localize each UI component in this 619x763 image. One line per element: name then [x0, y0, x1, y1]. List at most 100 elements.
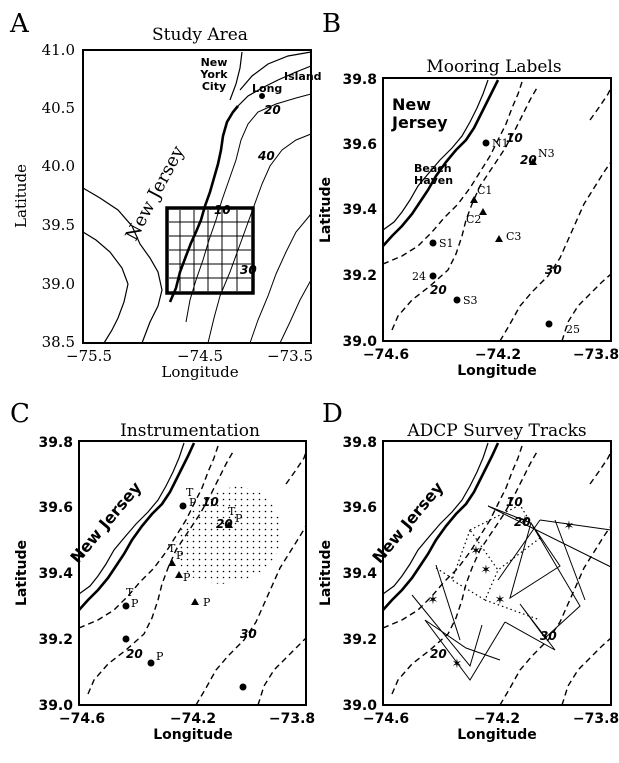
- panel-c-ylabel: Latitude: [14, 540, 30, 606]
- panel-b-letter: B: [322, 9, 341, 39]
- panel-d-contour-deep: [561, 637, 612, 706]
- panel-c-x-ticks: −74.6 −74.2 −73.8: [59, 711, 315, 727]
- track-solid: [424, 505, 612, 681]
- panel-b-x-ticks: −74.6 −74.2 −73.8: [363, 347, 619, 363]
- panel-c-xlabel: Longitude: [153, 727, 233, 743]
- mooring-24-marker: [429, 272, 437, 280]
- instrument-marker: [225, 521, 233, 528]
- mooring-n1-marker: [482, 139, 490, 147]
- instrument-marker: [122, 602, 130, 610]
- panel-d-stations: ✶ ✶ ✶ ✶ ✶ ✶ ✶: [428, 514, 575, 672]
- panel-c-title: Instrumentation: [120, 421, 260, 441]
- contour-label: 10: [506, 131, 523, 145]
- y-tick: 39.8: [38, 435, 73, 451]
- y-tick: 39.8: [342, 435, 377, 451]
- panel-d-coastline: [382, 442, 500, 611]
- panel-d-survey-tracks: [411, 504, 612, 681]
- panel-c-frame: [78, 440, 307, 706]
- panel-b-coastline: [382, 79, 500, 247]
- instrument-p-label: P: [189, 496, 197, 509]
- x-tick: −73.8: [573, 711, 619, 727]
- panel-c-contour-20: [87, 449, 235, 695]
- instrument-p-label: P: [235, 512, 243, 525]
- mooring-label: S1: [439, 237, 454, 250]
- panel-b-contour-30: [499, 161, 612, 342]
- nyc-marker: [259, 93, 265, 99]
- x-tick: −75.5: [66, 347, 112, 365]
- nyc-label: City: [202, 80, 226, 93]
- y-tick: 39.6: [342, 500, 377, 516]
- mooring-25-marker: [545, 320, 553, 328]
- new-jersey-label: New: [392, 95, 431, 114]
- instrument-p-label: P: [131, 597, 139, 610]
- y-tick: 39.5: [42, 216, 75, 234]
- mooring-label: S3: [463, 294, 478, 307]
- panel-d-contour-20: [391, 449, 539, 695]
- y-tick: 39.2: [342, 632, 377, 648]
- y-tick: 39.4: [342, 202, 377, 218]
- mooring-label: N1: [492, 137, 509, 150]
- x-tick: −74.6: [363, 347, 409, 363]
- mooring-n3-marker: [529, 158, 537, 165]
- panel-d-frame: [382, 440, 612, 706]
- instrument-marker: [168, 559, 176, 566]
- new-jersey-label: New Jersey: [368, 478, 447, 567]
- panel-d-y-ticks: 39.8 39.6 39.4 39.2 39.0: [342, 435, 377, 714]
- panel-a-delaware-bay: [82, 187, 163, 344]
- y-tick: 39.0: [38, 698, 73, 714]
- mooring-label: N3: [538, 147, 555, 160]
- contour-label: 10: [202, 495, 219, 509]
- panel-a-delmarva: [82, 231, 129, 344]
- panel-a-contour-20: [185, 93, 312, 323]
- beach-haven-label: Haven: [414, 174, 453, 187]
- panel-d-contour-deep-2: [589, 451, 612, 485]
- panel-d-x-ticks: −74.6 −74.2 −73.8: [363, 711, 619, 727]
- study-box-outline: [165, 206, 255, 295]
- y-tick: 40.5: [42, 99, 75, 117]
- panel-b: B Mooring Labels 39.8 39.6 39.4 39.2 39.…: [318, 9, 619, 379]
- mooring-label: C1: [477, 184, 492, 197]
- mooring-label: 25: [566, 323, 580, 336]
- contour-label: 30: [540, 629, 557, 643]
- y-tick: 39.4: [38, 566, 73, 582]
- contour-label: 30: [240, 263, 257, 277]
- new-jersey-label: Jersey: [391, 113, 448, 132]
- contour-label: 20: [430, 647, 447, 661]
- star-icon: ✶: [520, 514, 531, 529]
- y-tick: 39.8: [342, 72, 377, 88]
- x-tick: −74.5: [177, 347, 223, 365]
- x-tick: −73.8: [573, 347, 619, 363]
- panel-c: C Instrumentation 39.8 39.6 39.4 39.2 39…: [10, 399, 315, 743]
- instrument-marker: [191, 598, 199, 605]
- mooring-label: C2: [466, 213, 481, 226]
- panel-a-contour-deeper: [279, 279, 312, 344]
- x-tick: −74.6: [59, 711, 105, 727]
- y-tick: 39.0: [342, 698, 377, 714]
- x-tick: −74.2: [170, 711, 216, 727]
- panel-a-y-ticks: 41.0 40.5 40.0 39.5 39.0 38.5: [42, 41, 75, 351]
- contour-label: 30: [545, 263, 562, 277]
- instrument-marker: [175, 571, 183, 578]
- panel-b-contour-10: [382, 81, 523, 265]
- panel-b-xlabel: Longitude: [457, 363, 537, 379]
- long-island-label: Island: [284, 70, 322, 83]
- star-icon: ✶: [428, 593, 439, 608]
- panel-d-xlabel: Longitude: [457, 727, 537, 743]
- y-tick: 39.0: [42, 275, 75, 293]
- instrument-marker: [147, 659, 155, 667]
- mooring-c3-marker: [495, 235, 503, 242]
- y-tick: 39.4: [342, 566, 377, 582]
- contour-label: 10: [506, 495, 523, 509]
- panel-d: D ADCP Survey Tracks 39.8 39.6 39.4 39.2…: [318, 399, 619, 743]
- y-tick: 39.6: [38, 500, 73, 516]
- panel-d-ylabel: Latitude: [318, 540, 334, 606]
- mooring-s3-marker: [453, 296, 461, 304]
- contour-label: 40: [257, 149, 275, 163]
- panel-a-letter: A: [9, 9, 30, 39]
- panel-c-bay-shore: [78, 442, 185, 595]
- instrument-p-label: P: [203, 596, 211, 609]
- y-tick: 40.0: [42, 157, 75, 175]
- contour-label: 30: [240, 627, 257, 641]
- instrument-marker: [179, 502, 187, 510]
